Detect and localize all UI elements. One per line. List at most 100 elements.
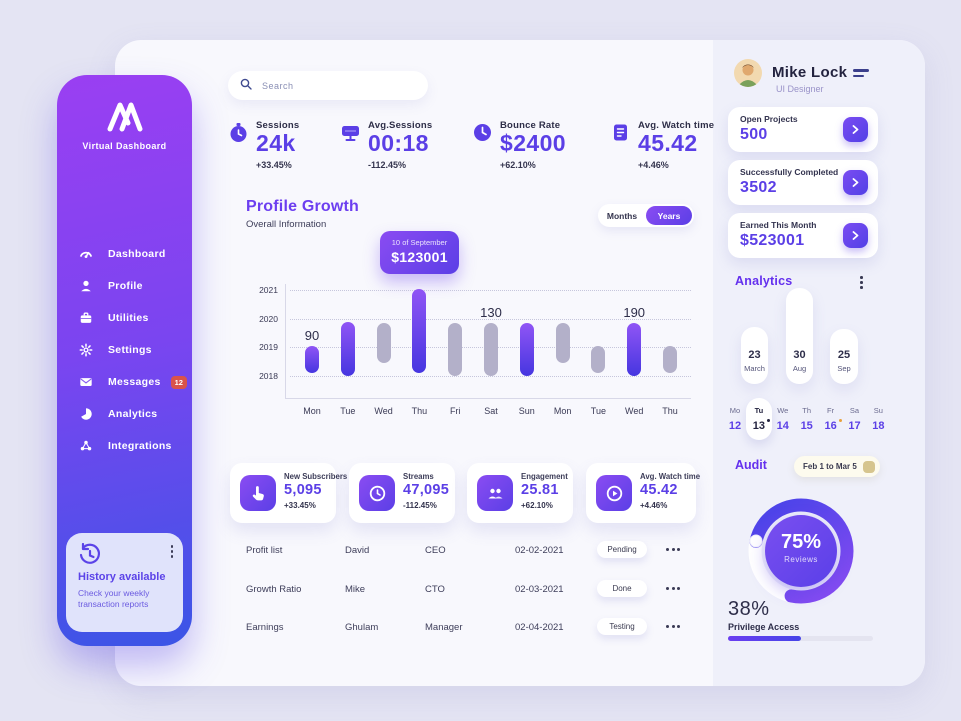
donut-center: 75% Reviews bbox=[765, 515, 837, 587]
x-tick-label: Wed bbox=[374, 406, 393, 416]
stat-label: Avg.Sessions bbox=[368, 120, 433, 131]
x-tick-label: Thu bbox=[662, 406, 678, 416]
chart-bar-mon-7[interactable] bbox=[555, 322, 570, 364]
row-actions-kebab-icon[interactable] bbox=[666, 625, 680, 628]
analytics-column-aug[interactable]: 30 Aug bbox=[786, 288, 813, 384]
mini-stat-card-1[interactable]: Streams 47,095 -112.45% bbox=[349, 463, 455, 523]
week-date-16[interactable]: 16 bbox=[824, 420, 837, 432]
mini-stat-card-3[interactable]: Avg. Watch time 45.42 +4.46% bbox=[586, 463, 700, 523]
chart-tooltip: 10 of September $123001 bbox=[380, 231, 459, 274]
chart-bar-wed-2[interactable] bbox=[376, 322, 391, 364]
chart-bar-thu-10[interactable] bbox=[663, 345, 677, 374]
search-input[interactable] bbox=[260, 79, 414, 92]
pointer-icon bbox=[240, 475, 276, 511]
x-tick-label: Sat bbox=[484, 406, 498, 416]
row-actions-kebab-icon[interactable] bbox=[666, 587, 680, 590]
kpi-arrow-button[interactable] bbox=[843, 223, 868, 248]
mini-stat-delta: +33.45% bbox=[284, 501, 316, 510]
briefcase-icon bbox=[78, 311, 93, 326]
sidebar-item-profile[interactable]: Profile bbox=[57, 270, 192, 302]
chart-bar-tue-8[interactable] bbox=[591, 345, 606, 374]
search-bar[interactable] bbox=[228, 71, 428, 100]
stopwatch-icon bbox=[228, 122, 249, 148]
play-icon bbox=[596, 475, 632, 511]
gear-icon bbox=[78, 343, 93, 358]
stat-delta: +4.46% bbox=[638, 160, 669, 170]
week-date-13[interactable]: 13 bbox=[752, 420, 766, 432]
chart-bar-wed-9[interactable] bbox=[627, 322, 642, 376]
status-badge-done[interactable]: Done bbox=[597, 580, 647, 597]
y-tick-label: 2018 bbox=[259, 371, 278, 381]
week-date-12[interactable]: 12 bbox=[728, 420, 742, 432]
sidebar-item-dashboard[interactable]: Dashboard bbox=[57, 238, 192, 270]
mini-stat-value: 45.42 bbox=[640, 482, 678, 498]
sidebar-item-analytics[interactable]: Analytics bbox=[57, 398, 192, 430]
x-tick-label: Sun bbox=[518, 406, 535, 416]
week-date-14[interactable]: 14 bbox=[776, 420, 789, 432]
mini-stat-card-0[interactable]: New Subscribers 5,095 +33.45% bbox=[230, 463, 347, 523]
monitor-icon bbox=[340, 122, 361, 148]
menu-hamburger-icon[interactable] bbox=[853, 69, 871, 77]
sidebar-item-settings[interactable]: Settings bbox=[57, 334, 192, 366]
toggle-months[interactable]: Months bbox=[606, 210, 638, 221]
messages-badge: 12 bbox=[170, 375, 187, 389]
top-stat-2: Bounce Rate $2400 +62.10% bbox=[472, 120, 582, 176]
column-value: 30 bbox=[793, 349, 806, 361]
mini-stat-label: Avg. Watch time bbox=[640, 472, 701, 481]
team-icon bbox=[477, 475, 513, 511]
x-tick-label: Tue bbox=[340, 406, 356, 416]
bar-value-label: 190 bbox=[623, 304, 646, 320]
mini-stat-card-2[interactable]: Engagement 25.81 +62.10% bbox=[467, 463, 573, 523]
audit-date-range[interactable]: Feb 1 to Mar 5 bbox=[794, 456, 880, 477]
chart-bar-sat-5[interactable] bbox=[484, 322, 498, 376]
x-tick-label: Fri bbox=[449, 406, 461, 416]
privilege-label: Privilege Access bbox=[728, 622, 800, 632]
status-badge-pending[interactable]: Pending bbox=[597, 541, 647, 558]
stat-value: 24k bbox=[256, 130, 296, 156]
avatar[interactable] bbox=[734, 59, 762, 87]
top-stat-1: Avg.Sessions 00:18 -112.45% bbox=[340, 120, 450, 176]
week-date-18[interactable]: 18 bbox=[872, 420, 885, 432]
stat-label: Sessions bbox=[256, 120, 300, 131]
chart-bar-fri-4[interactable] bbox=[448, 322, 463, 376]
kpi-arrow-button[interactable] bbox=[843, 170, 868, 195]
week-date-17[interactable]: 17 bbox=[848, 420, 861, 432]
sidebar-item-integrations[interactable]: Integrations bbox=[57, 430, 192, 462]
cell-name: Ghulam bbox=[345, 622, 379, 633]
kpi-arrow-button[interactable] bbox=[843, 117, 868, 142]
kpi-label: Successfully Completed bbox=[740, 167, 839, 177]
kpi-card-0: Open Projects 500 bbox=[728, 107, 878, 152]
week-day-sa: Sa bbox=[849, 406, 860, 415]
x-tick-label: Tue bbox=[590, 406, 606, 416]
sidebar-item-label: Integrations bbox=[108, 440, 172, 452]
date-dot-orange bbox=[838, 419, 842, 422]
row-actions-kebab-icon[interactable] bbox=[666, 548, 680, 551]
chart-bar-mon-0[interactable] bbox=[305, 345, 319, 374]
bar-value-label: 130 bbox=[480, 304, 502, 320]
history-menu-kebab-icon[interactable] bbox=[170, 545, 173, 558]
analytics-column-march[interactable]: 23 March bbox=[741, 327, 768, 384]
sidebar-item-label: Analytics bbox=[108, 408, 158, 420]
profile-growth-title: Profile Growth bbox=[246, 198, 360, 215]
chart-bar-tue-1[interactable] bbox=[340, 321, 355, 376]
toggle-years[interactable]: Years bbox=[646, 206, 692, 225]
sidebar-item-messages[interactable]: Messages 12 bbox=[57, 366, 192, 398]
analytics-kebab-icon[interactable] bbox=[860, 276, 863, 289]
profile-growth-subtitle: Overall Information bbox=[246, 219, 327, 230]
gridline bbox=[290, 290, 691, 291]
week-date-15[interactable]: 15 bbox=[800, 420, 813, 432]
chart-bar-sun-6[interactable] bbox=[519, 322, 534, 376]
sidebar-item-utilities[interactable]: Utilities bbox=[57, 302, 192, 334]
mini-stat-label: New Subscribers bbox=[284, 472, 348, 481]
bar-chart: 90 Mon Tue Wed Thu Fri 130 Sat Sun Mon Tue 190 Wed Th… bbox=[285, 284, 691, 416]
analytics-column-sep[interactable]: 25 Sep bbox=[830, 329, 858, 384]
sidebar: Virtual Dashboard Dashboard Profile Utilit… bbox=[57, 75, 192, 646]
stat-value: 00:18 bbox=[368, 130, 429, 156]
reviews-label: Reviews bbox=[784, 555, 818, 564]
status-badge-testing[interactable]: Testing bbox=[597, 618, 647, 635]
sidebar-item-label: Profile bbox=[108, 280, 143, 292]
cell-name: David bbox=[345, 545, 370, 556]
week-day-th: Th bbox=[802, 406, 812, 415]
chart-bar-thu-3[interactable] bbox=[412, 288, 427, 374]
history-card[interactable]: History available Check your weekly tran… bbox=[66, 533, 183, 632]
